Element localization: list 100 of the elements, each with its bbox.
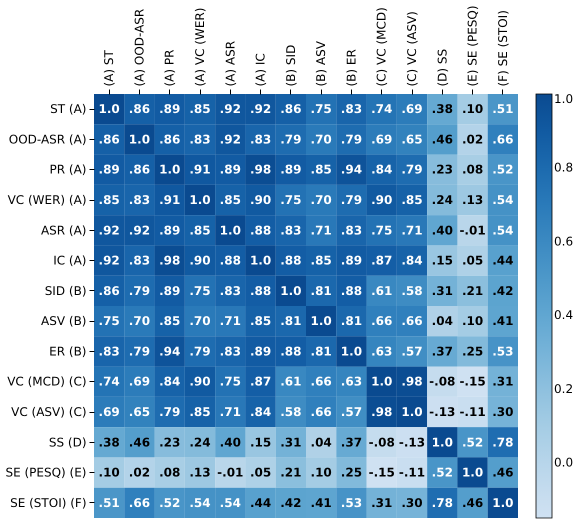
- data-label: .71: [401, 223, 423, 238]
- data-label: 1.0: [310, 314, 332, 328]
- data-label: .40: [432, 223, 453, 238]
- data-label: 1.0: [340, 344, 362, 358]
- data-label: .24: [189, 435, 211, 450]
- data-label: .58: [401, 284, 423, 298]
- data-label: .10: [310, 466, 332, 480]
- color-bar-label: 0.8: [554, 160, 574, 175]
- data-label: .52: [492, 162, 514, 177]
- data-label: .66: [128, 496, 150, 510]
- data-label: .13: [189, 466, 211, 480]
- data-label: -.11: [459, 405, 486, 419]
- data-label: .92: [250, 102, 272, 116]
- data-label: .66: [310, 405, 332, 419]
- data-label: .98: [159, 254, 180, 268]
- data-label: .98: [371, 405, 392, 419]
- data-label: .31: [371, 496, 392, 510]
- data-label: .57: [401, 344, 423, 358]
- data-label: .85: [98, 193, 120, 207]
- data-label: .85: [250, 314, 272, 328]
- color-bar-label: 0.4: [554, 308, 574, 322]
- data-label: .46: [432, 132, 453, 146]
- data-label: .83: [128, 193, 150, 207]
- data-label: 1.0: [220, 223, 241, 238]
- data-label: .51: [98, 496, 120, 510]
- data-label: .69: [371, 132, 392, 146]
- x-tick-label: (B) ASV: [314, 40, 328, 86]
- data-label: .79: [340, 193, 362, 207]
- data-label: .83: [98, 344, 120, 358]
- y-tick-label: SE (PESQ) (E): [5, 466, 86, 480]
- data-label: .37: [340, 435, 362, 450]
- data-label: .79: [189, 344, 211, 358]
- data-label: -.15: [368, 466, 395, 480]
- data-label: 1.0: [462, 466, 484, 480]
- data-label: .85: [189, 102, 211, 116]
- data-label: .86: [98, 284, 120, 298]
- data-label: .63: [340, 374, 362, 389]
- data-label: .88: [280, 344, 302, 358]
- data-label: .37: [432, 344, 453, 358]
- data-label: .84: [250, 405, 272, 419]
- data-label: .53: [340, 496, 362, 510]
- data-label: .41: [310, 496, 332, 510]
- data-label: .84: [401, 254, 423, 268]
- data-label: .54: [220, 496, 241, 510]
- data-label: .02: [128, 466, 150, 480]
- data-label: .89: [340, 254, 362, 268]
- data-label: .46: [462, 496, 484, 510]
- data-label: .84: [371, 162, 392, 177]
- data-label: .74: [98, 374, 120, 389]
- data-label: .10: [462, 314, 484, 328]
- data-label: .79: [128, 344, 150, 358]
- data-label: .10: [462, 102, 484, 116]
- data-label: .05: [250, 466, 272, 480]
- data-label: .92: [128, 223, 150, 238]
- y-tick-label: ST (A): [50, 102, 86, 116]
- data-label: .98: [250, 162, 272, 177]
- y-tick-label: SS (D): [48, 435, 86, 450]
- data-label: .69: [98, 405, 120, 419]
- data-label: .83: [250, 132, 272, 146]
- data-label: .42: [280, 496, 302, 510]
- data-label: .71: [310, 223, 332, 238]
- data-label: 1.0: [98, 102, 120, 116]
- data-label: .31: [432, 284, 453, 298]
- data-label: .92: [98, 254, 120, 268]
- data-label: .04: [310, 435, 332, 450]
- data-label: .52: [159, 496, 180, 510]
- data-label: .04: [432, 314, 453, 328]
- data-label: .05: [462, 254, 484, 268]
- data-label: .89: [280, 162, 302, 177]
- x-tick-label: (C) VC (MCD): [374, 7, 389, 86]
- color-bar-label: 0.0: [554, 456, 574, 470]
- data-label: .38: [98, 435, 120, 450]
- x-tick-label: (A) ASR: [223, 40, 238, 86]
- data-label: .61: [280, 374, 302, 389]
- data-label: .25: [462, 344, 484, 358]
- data-label: .58: [280, 405, 302, 419]
- data-label: -.13: [429, 405, 456, 419]
- data-label: .90: [189, 254, 211, 268]
- data-label: .53: [492, 344, 514, 358]
- data-label: .81: [310, 344, 332, 358]
- data-label: -.01: [217, 466, 244, 480]
- data-label: .88: [280, 254, 302, 268]
- y-tick-label: SID (B): [44, 284, 86, 298]
- data-label: .42: [492, 284, 514, 298]
- data-label: .25: [340, 466, 362, 480]
- x-tick-label: (A) ST: [102, 49, 116, 86]
- data-label: .89: [159, 102, 180, 116]
- data-label: .70: [189, 314, 211, 328]
- data-label: -.08: [368, 435, 395, 450]
- data-label: .23: [432, 162, 453, 177]
- color-bar-label: 0.2: [554, 382, 574, 396]
- data-label: .78: [492, 435, 514, 450]
- data-label: .79: [340, 132, 362, 146]
- data-label: .31: [280, 435, 302, 450]
- color-bar-label: 1.0: [554, 92, 574, 106]
- data-label: .78: [432, 496, 453, 510]
- data-label: .86: [128, 102, 150, 116]
- y-tick-label: VC (MCD) (C): [7, 374, 86, 389]
- data-label: .10: [98, 466, 120, 480]
- data-label: 1.0: [492, 496, 514, 510]
